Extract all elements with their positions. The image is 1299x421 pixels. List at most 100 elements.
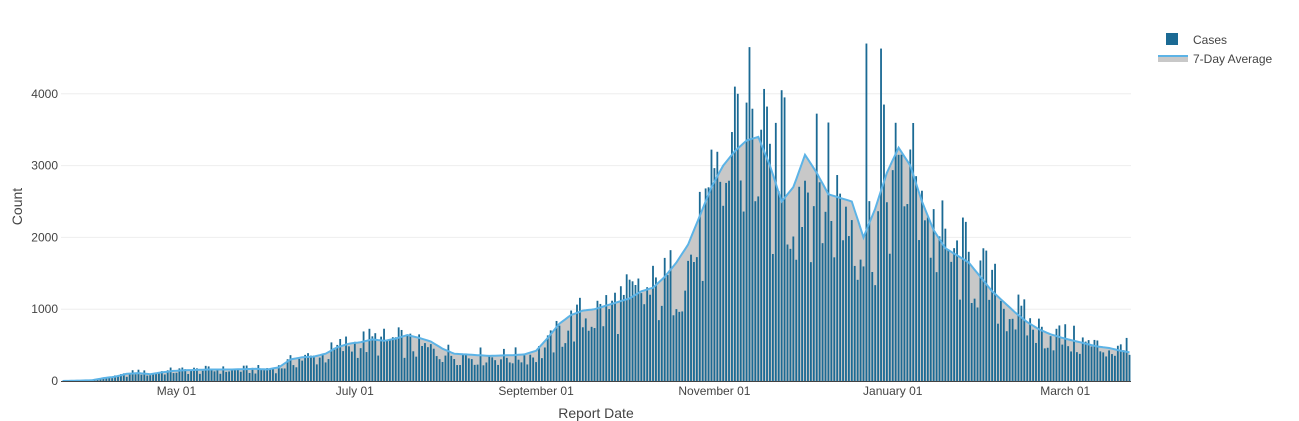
case-bar bbox=[400, 329, 403, 381]
case-bar bbox=[824, 211, 827, 381]
case-bar bbox=[956, 240, 958, 381]
case-bar bbox=[210, 370, 213, 381]
case-bar bbox=[295, 367, 298, 381]
legend[interactable]: Cases 7-Day Average bbox=[1158, 33, 1272, 66]
case-bar bbox=[710, 149, 713, 381]
case-bar bbox=[429, 344, 432, 381]
case-bar bbox=[1093, 339, 1096, 381]
case-bar bbox=[842, 240, 844, 381]
case-bar bbox=[929, 257, 932, 381]
case-bar bbox=[1114, 355, 1116, 381]
case-bar bbox=[479, 347, 482, 381]
case-bar bbox=[222, 366, 225, 381]
case-bar bbox=[815, 113, 818, 382]
case-bar bbox=[587, 330, 590, 381]
case-bar bbox=[1096, 340, 1099, 381]
case-bar bbox=[497, 364, 499, 381]
case-bar bbox=[120, 374, 122, 381]
case-bar bbox=[555, 320, 558, 381]
case-bar bbox=[769, 143, 771, 381]
y-tick-label: 4000 bbox=[31, 87, 58, 101]
case-bar bbox=[672, 315, 675, 381]
case-bar bbox=[1058, 325, 1061, 381]
case-bar bbox=[1055, 328, 1058, 381]
legend-item-7-day-average[interactable]: 7-Day Average bbox=[1158, 52, 1272, 66]
case-bar bbox=[789, 248, 792, 381]
case-bar bbox=[403, 357, 406, 381]
case-bar bbox=[1014, 329, 1017, 381]
case-bar bbox=[780, 90, 783, 382]
case-bar bbox=[368, 328, 371, 381]
case-bar bbox=[131, 370, 134, 381]
case-bar bbox=[739, 180, 742, 381]
case-bar bbox=[619, 286, 622, 381]
case-bar bbox=[418, 334, 421, 381]
average-line bbox=[62, 135, 1130, 382]
x-tick-label: January 01 bbox=[863, 384, 923, 398]
case-bar bbox=[415, 356, 418, 381]
case-bar bbox=[622, 294, 625, 381]
case-bar bbox=[1038, 318, 1040, 381]
case-bar bbox=[1011, 318, 1014, 381]
case-bar bbox=[1061, 344, 1064, 381]
case-bar bbox=[617, 334, 619, 381]
case-bar bbox=[122, 373, 125, 381]
case-bar bbox=[508, 362, 511, 381]
case-bar bbox=[593, 328, 596, 381]
case-bar bbox=[274, 373, 277, 381]
case-bar bbox=[494, 360, 497, 381]
case-bar bbox=[175, 372, 178, 381]
case-bar bbox=[891, 170, 894, 381]
case-bar bbox=[1064, 324, 1067, 381]
case-bar bbox=[462, 353, 464, 381]
case-bar bbox=[877, 211, 880, 381]
case-bar bbox=[719, 181, 722, 381]
case-bar bbox=[1070, 351, 1072, 381]
case-bar bbox=[982, 248, 985, 381]
case-bars-layer bbox=[64, 43, 1131, 382]
case-bar bbox=[465, 354, 467, 381]
case-bar bbox=[707, 187, 710, 381]
case-bar bbox=[637, 278, 640, 381]
case-bar bbox=[254, 373, 257, 381]
case-bar bbox=[324, 362, 327, 381]
case-bar bbox=[821, 243, 824, 381]
case-bar bbox=[421, 346, 423, 381]
case-bar bbox=[488, 356, 491, 381]
case-bar bbox=[231, 369, 233, 381]
case-bar bbox=[1128, 354, 1131, 381]
case-bar bbox=[991, 269, 994, 381]
case-bar bbox=[786, 244, 789, 381]
case-bar bbox=[146, 375, 149, 381]
legend-item-cases[interactable]: Cases bbox=[1166, 33, 1227, 47]
case-bar bbox=[321, 354, 324, 381]
y-tick-label: 1000 bbox=[31, 302, 58, 316]
case-bar bbox=[935, 272, 938, 381]
y-axis-title: Count bbox=[9, 188, 25, 225]
case-bar bbox=[137, 369, 140, 381]
x-axis-ticks: May 01 July 01 September 01 November 01 Janu… bbox=[157, 384, 1091, 398]
case-bar bbox=[207, 366, 210, 381]
case-bar bbox=[903, 206, 906, 381]
case-bar bbox=[923, 220, 926, 381]
case-bar bbox=[336, 344, 339, 381]
case-bar bbox=[967, 251, 970, 381]
case-bar bbox=[239, 371, 242, 381]
case-bar bbox=[964, 221, 967, 381]
case-bar bbox=[994, 263, 996, 381]
case-bar bbox=[541, 358, 543, 381]
case-bar bbox=[444, 355, 447, 381]
case-bar bbox=[201, 370, 204, 381]
case-bar bbox=[1108, 350, 1110, 381]
case-bar bbox=[219, 373, 222, 381]
case-bar bbox=[467, 358, 470, 381]
legend-label-7-day-average: 7-Day Average bbox=[1193, 52, 1272, 66]
case-bar bbox=[997, 323, 999, 381]
case-bar bbox=[134, 374, 137, 381]
case-bar bbox=[1087, 340, 1090, 381]
case-bar bbox=[976, 307, 979, 381]
case-bar bbox=[988, 299, 991, 381]
case-bar bbox=[149, 375, 152, 381]
case-bar bbox=[774, 122, 777, 381]
